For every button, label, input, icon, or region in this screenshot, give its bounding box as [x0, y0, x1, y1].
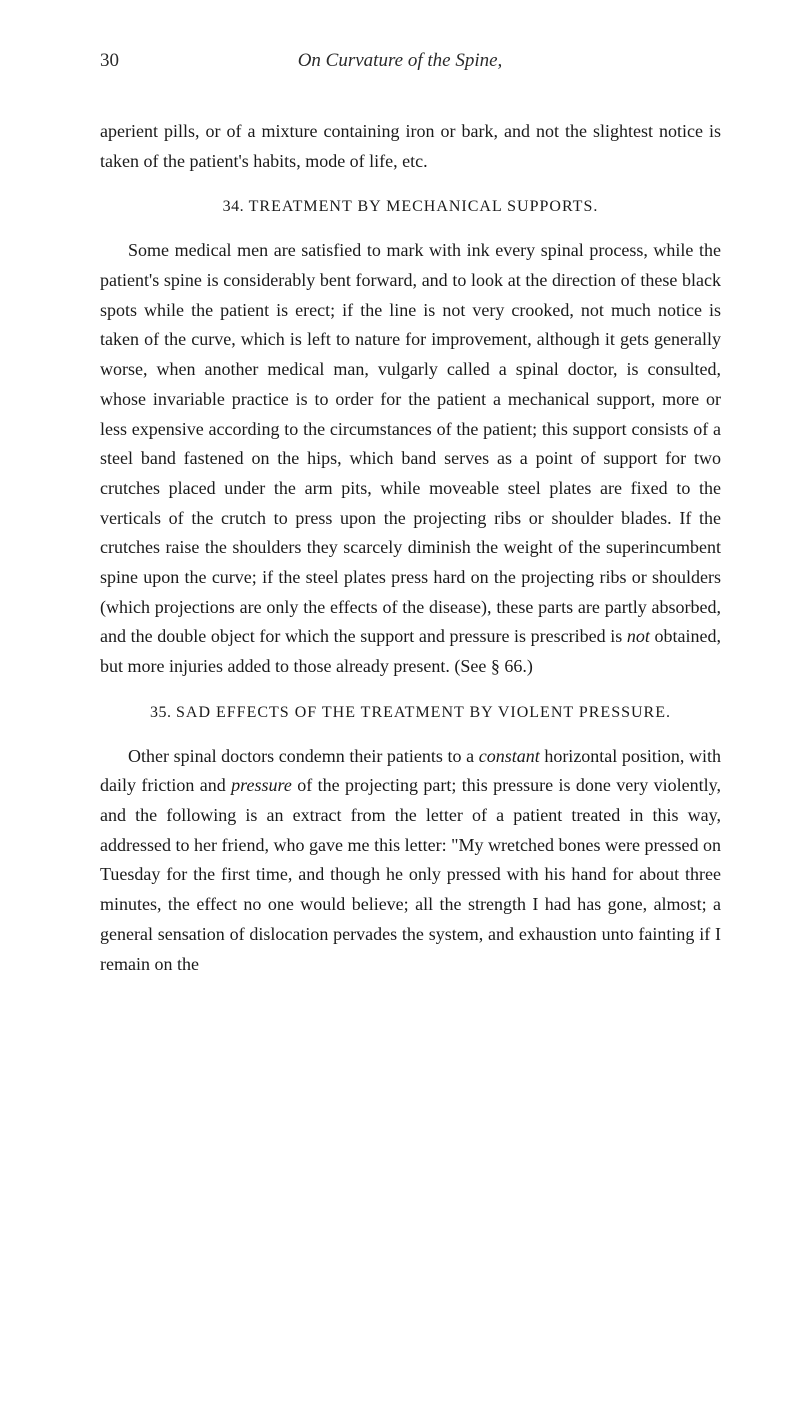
section-34-heading: 34. TREATMENT BY MECHANICAL SUPPORTS. [100, 198, 721, 216]
para3-text-c: of the projecting part; this pressure is… [100, 775, 721, 973]
para2-not: not [627, 626, 650, 646]
section-35-number: 35. [150, 704, 172, 721]
para3-pressure: pressure [231, 775, 292, 795]
section-34-number: 34. [223, 198, 245, 215]
running-title: On Curvature of the Spine, [119, 50, 681, 72]
paragraph-35: Other spinal doctors condemn their patie… [100, 742, 721, 980]
section-34-title: TREATMENT BY MECHANICAL SUPPORTS. [249, 198, 599, 215]
para1-text: aperient pills, or of a mixture containi… [100, 121, 721, 171]
para2-text-a: Some medical men are satisfied to mark w… [100, 240, 721, 646]
paragraph-continuation: aperient pills, or of a mixture containi… [100, 117, 721, 176]
paragraph-34: Some medical men are satisfied to mark w… [100, 236, 721, 681]
page-header: 30 On Curvature of the Spine, [100, 50, 721, 72]
section-35-heading: 35. SAD EFFECTS OF THE TREATMENT BY VIOL… [100, 704, 721, 722]
para3-constant: constant [479, 746, 540, 766]
para3-text-a: Other spinal doctors condemn their patie… [128, 746, 479, 766]
page-number: 30 [100, 50, 119, 72]
section-35-title: SAD EFFECTS OF THE TREATMENT BY VIOLENT … [176, 704, 671, 721]
